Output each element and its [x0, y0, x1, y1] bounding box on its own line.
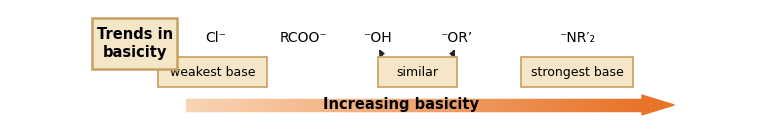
Polygon shape [642, 95, 674, 115]
Text: weakest base: weakest base [170, 66, 255, 79]
FancyBboxPatch shape [377, 57, 457, 87]
FancyBboxPatch shape [158, 57, 267, 87]
Text: Trends in
basicity: Trends in basicity [96, 27, 172, 60]
FancyBboxPatch shape [521, 57, 633, 87]
Text: ⁻OH: ⁻OH [363, 31, 392, 45]
Text: ⁻NR′₂: ⁻NR′₂ [559, 31, 595, 45]
FancyBboxPatch shape [92, 18, 177, 69]
Text: similar: similar [396, 66, 438, 79]
Text: Cl⁻: Cl⁻ [205, 31, 226, 45]
Text: strongest base: strongest base [531, 66, 624, 79]
Text: RCOO⁻: RCOO⁻ [280, 31, 328, 45]
Text: Increasing basicity: Increasing basicity [323, 97, 479, 112]
Text: ⁻OR’: ⁻OR’ [440, 31, 473, 45]
